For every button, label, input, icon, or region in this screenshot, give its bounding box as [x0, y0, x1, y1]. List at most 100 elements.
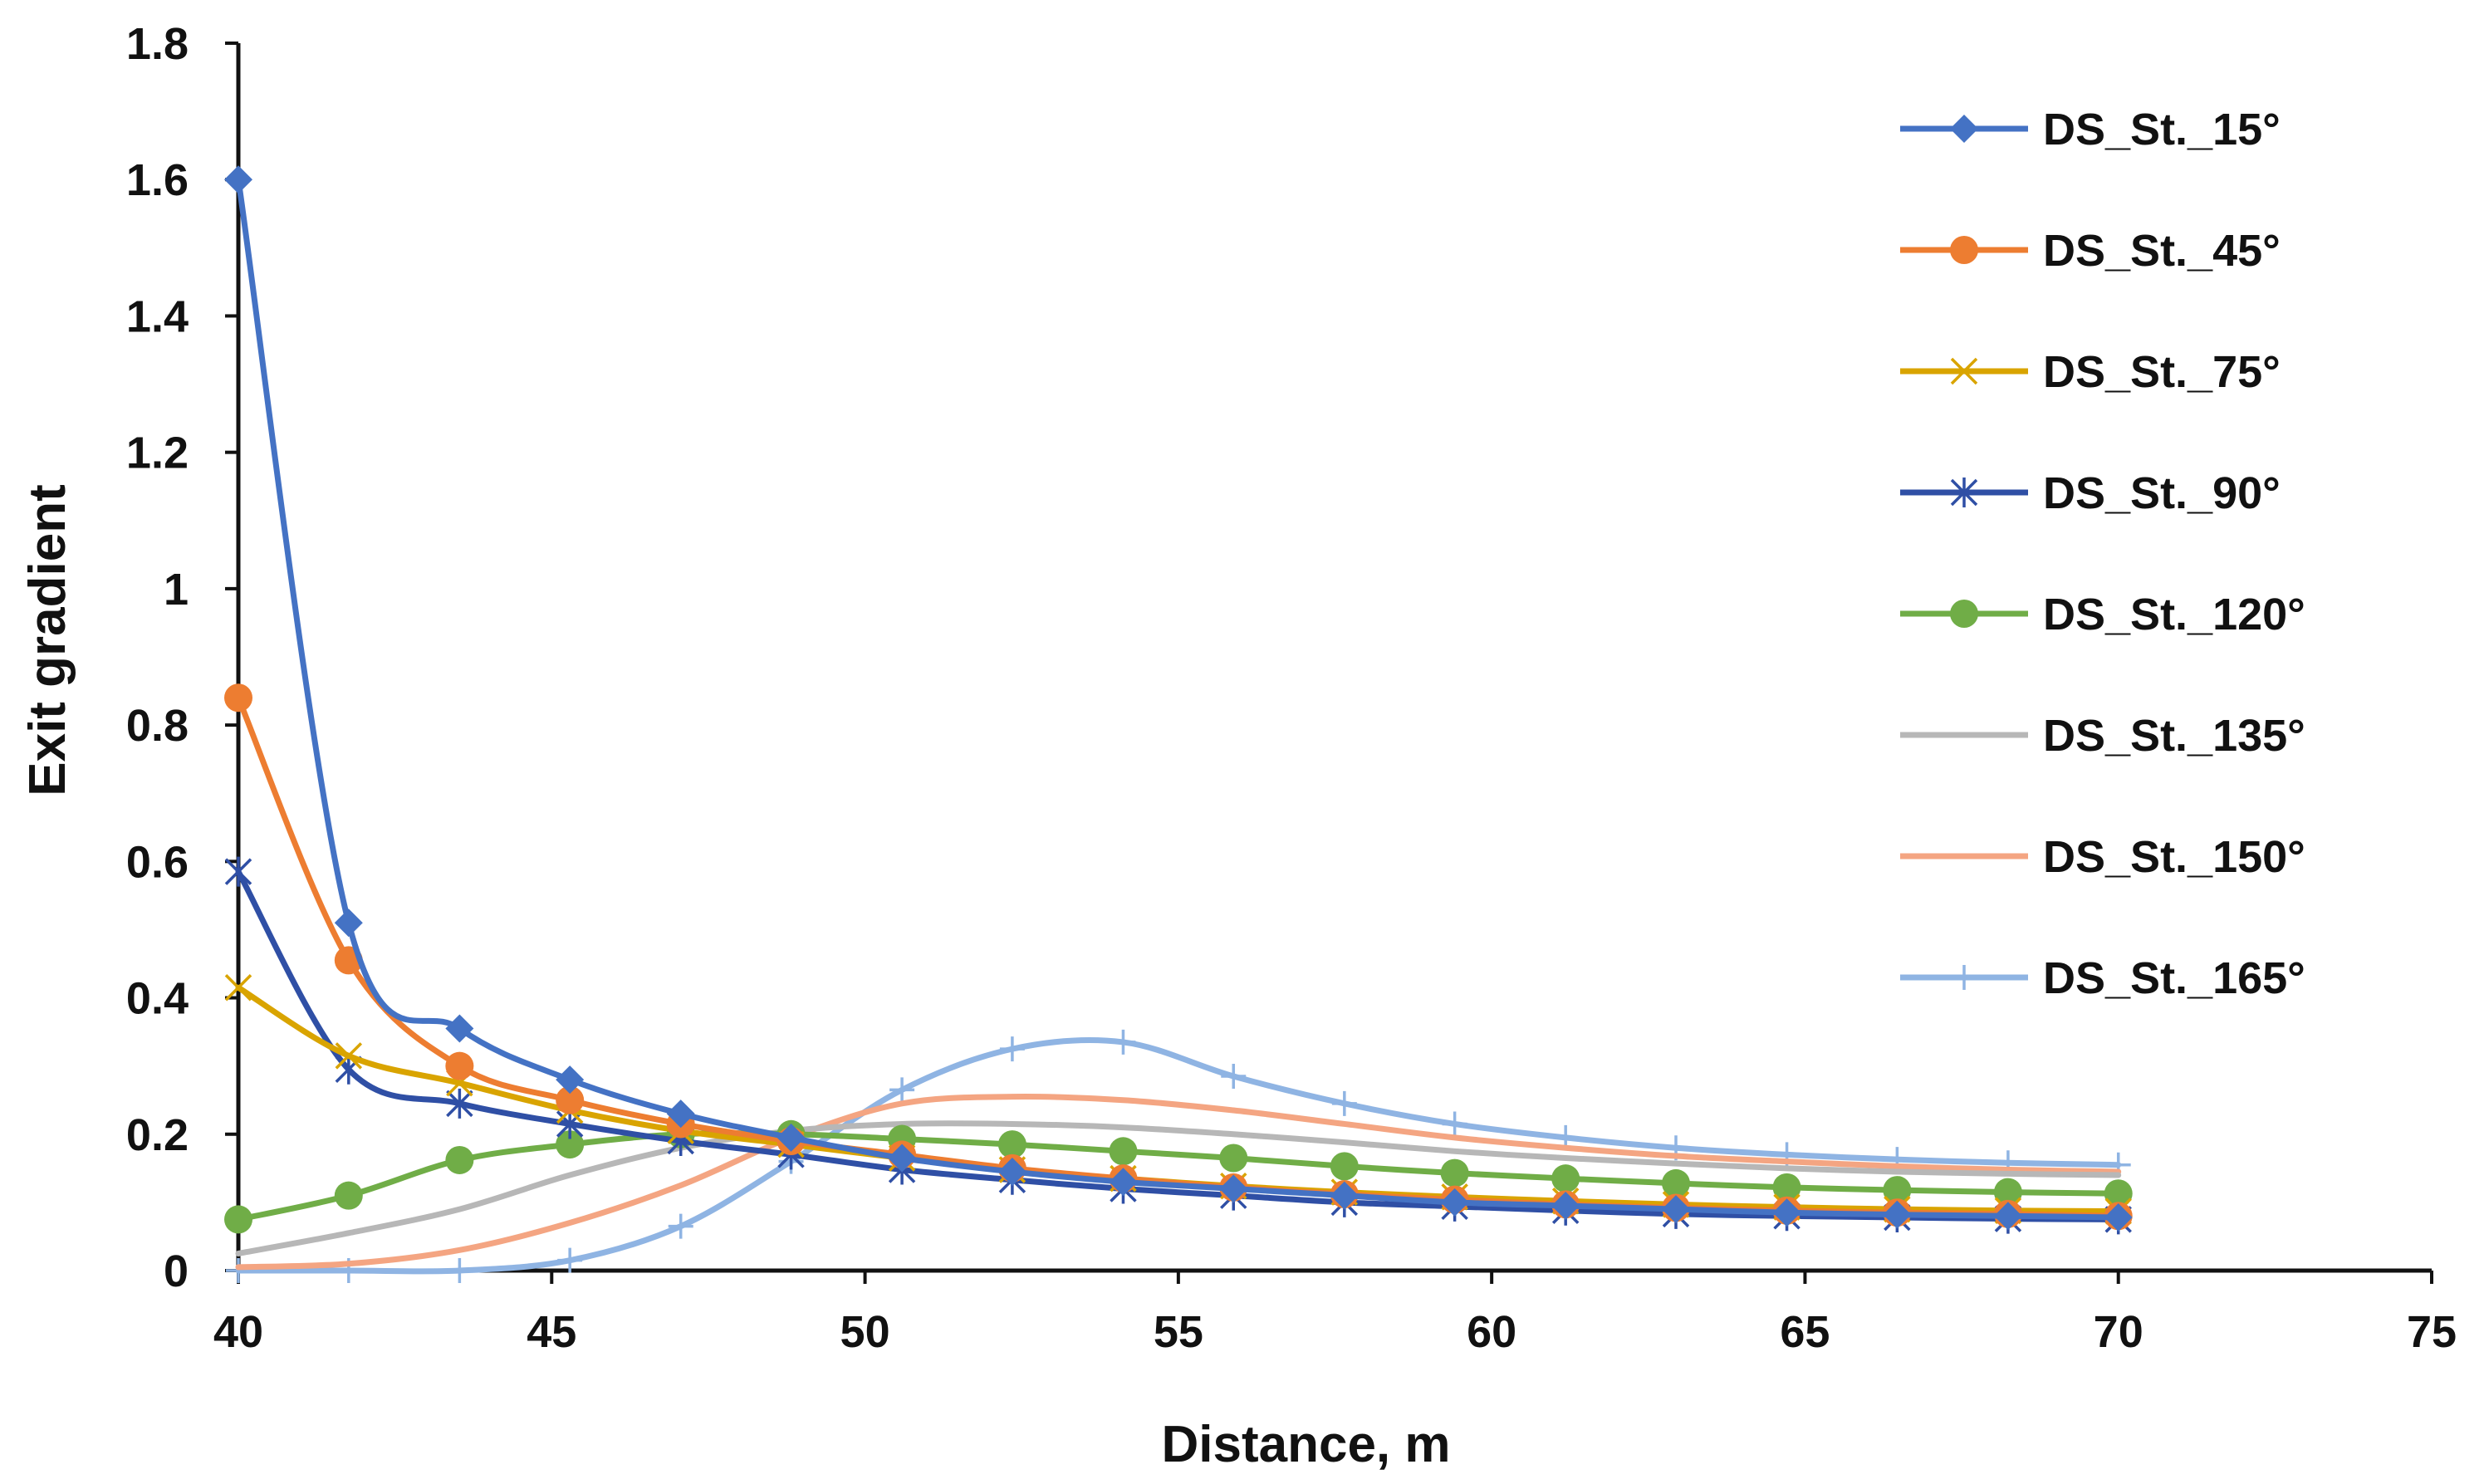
series-7-point [1221, 1063, 1247, 1089]
legend-label: DS_St._135° [2043, 711, 2305, 761]
series-0-point [1993, 1202, 2022, 1231]
legend-marker [1952, 965, 1977, 990]
series-4-point [556, 1130, 585, 1159]
series-4-point [1993, 1178, 2022, 1207]
series-7-point [1442, 1111, 1467, 1137]
series-7-point [1331, 1090, 1357, 1116]
series-0-point [1440, 1188, 1469, 1217]
series-0-point [888, 1144, 917, 1173]
series-4-point [1109, 1137, 1138, 1166]
series-3-point [224, 856, 252, 887]
series-0 [224, 165, 2133, 1232]
series-0-point [2104, 1202, 2133, 1232]
legend-item: DS_St._150° [1900, 832, 2305, 882]
x-tick-label: 75 [2407, 1307, 2457, 1357]
series-4-point [1551, 1164, 1580, 1193]
series-7-point [557, 1247, 583, 1273]
series-1-point [224, 683, 252, 713]
x-tick-label: 45 [527, 1307, 576, 1357]
legend-label: DS_St._150° [2043, 832, 2305, 882]
series-2-point [335, 1042, 363, 1070]
legend-label: DS_St._45° [2043, 226, 2281, 276]
series-7-point [668, 1213, 693, 1239]
x-axis-title: Distance, m [1161, 1416, 1450, 1473]
legend-item: DS_St._120° [1900, 590, 2305, 639]
series-layer [224, 165, 2133, 1283]
series-2-point [224, 974, 252, 1002]
legend-label: DS_St._15° [2043, 105, 2281, 154]
series-7-point [999, 1036, 1025, 1062]
legend-marker [1950, 478, 1978, 507]
legend-label: DS_St._75° [2043, 347, 2281, 397]
series-0-point [1661, 1195, 1690, 1224]
y-tick-label: 0 [164, 1246, 189, 1296]
series-3 [224, 856, 2132, 1235]
series-4-point [1219, 1144, 1248, 1173]
series-1-point [445, 1051, 474, 1080]
legend-item: DS_St._165° [1900, 953, 2305, 1003]
y-tick-label: 0.2 [126, 1110, 189, 1160]
series-4-point [2104, 1179, 2133, 1208]
series-1-point [556, 1085, 585, 1114]
x-axis-ticks: 40 45 50 55 60 65 70 75 [213, 1271, 2457, 1357]
series-0-point [1883, 1200, 1912, 1229]
series-0-point [556, 1065, 585, 1095]
legend-item: DS_St._15° [1900, 105, 2281, 154]
series-0-line [235, 176, 2122, 1221]
series-0-point [1109, 1168, 1138, 1197]
y-tick-label: 1.6 [126, 155, 189, 205]
series-4-point [224, 1205, 252, 1234]
legend-marker [1950, 115, 1978, 143]
series-5 [235, 1120, 2122, 1256]
y-tick-label: 1.8 [126, 19, 189, 69]
axes: 40 45 50 55 60 65 70 75 0 0.2 0.4 0.6 0.8 1 1.2 1.4 1.6… [126, 19, 2457, 1357]
y-axis-title: Exit gradient [19, 484, 76, 796]
series-1 [224, 683, 2133, 1231]
x-tick-label: 40 [213, 1307, 263, 1357]
series-4-point [445, 1145, 474, 1174]
legend: DS_St._15° DS_St._45° DS_St._75° DS_St._90°… [1900, 105, 2305, 1003]
series-7-point [447, 1258, 473, 1283]
series-6-line [235, 1093, 2122, 1271]
x-tick-label: 65 [1780, 1307, 1830, 1357]
x-tick-label: 55 [1154, 1307, 1203, 1357]
legend-item: DS_St._135° [1900, 711, 2305, 761]
series-0-point [1551, 1191, 1580, 1220]
legend-item: DS_St._90° [1900, 468, 2281, 518]
series-7-point [1110, 1029, 1136, 1055]
y-tick-label: 1.2 [126, 429, 189, 478]
series-6 [235, 1093, 2122, 1271]
series-0-point [224, 165, 252, 194]
series-4-point [1883, 1176, 1912, 1205]
legend-marker [1950, 600, 1978, 628]
series-0-point [1772, 1198, 1801, 1227]
x-tick-label: 70 [2094, 1307, 2143, 1357]
series-3-point [446, 1088, 473, 1119]
series-4-point [1661, 1168, 1690, 1197]
series-4 [224, 1119, 2133, 1234]
x-tick-label: 50 [840, 1307, 890, 1357]
series-4-point [334, 1181, 363, 1210]
series-7-point [226, 1258, 251, 1283]
series-0-point [1330, 1181, 1359, 1210]
series-1-line [235, 694, 2122, 1219]
series-4-point [1330, 1152, 1359, 1181]
series-0-point [445, 1014, 474, 1043]
y-axis-ticks: 0 0.2 0.4 0.6 0.8 1 1.2 1.4 1.6 1.8 [126, 19, 238, 1296]
series-7-point [889, 1077, 915, 1103]
series-2-line [235, 984, 2122, 1215]
y-tick-label: 1 [164, 565, 189, 615]
legend-item: DS_St._75° [1900, 347, 2281, 397]
legend-label: DS_St._165° [2043, 953, 2305, 1003]
series-4-point [1440, 1158, 1469, 1188]
y-tick-label: 0.6 [126, 837, 189, 887]
series-0-point [666, 1100, 695, 1129]
series-0-point [777, 1123, 806, 1152]
y-tick-label: 1.4 [126, 291, 189, 341]
y-tick-label: 0.8 [126, 701, 189, 751]
series-0-point [1219, 1174, 1248, 1203]
series-0-point [334, 909, 363, 938]
legend-marker [1950, 236, 1978, 264]
legend-item: DS_St._45° [1900, 226, 2281, 276]
legend-label: DS_St._120° [2043, 590, 2305, 639]
